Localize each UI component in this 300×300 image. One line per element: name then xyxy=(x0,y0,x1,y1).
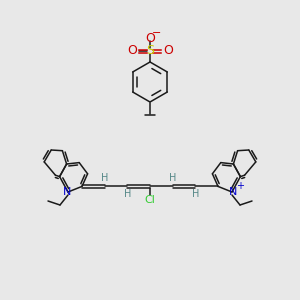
Text: O: O xyxy=(163,44,173,58)
Text: N: N xyxy=(63,187,71,197)
Text: Cl: Cl xyxy=(145,195,155,206)
Text: N: N xyxy=(229,187,237,197)
Text: S: S xyxy=(146,44,154,58)
Text: O: O xyxy=(127,44,137,58)
Text: −: − xyxy=(152,28,162,38)
Text: H: H xyxy=(101,173,108,183)
Text: +: + xyxy=(236,181,244,191)
Text: O: O xyxy=(145,32,155,44)
Text: H: H xyxy=(192,189,199,200)
Text: H: H xyxy=(124,189,131,200)
Text: H: H xyxy=(169,173,176,183)
